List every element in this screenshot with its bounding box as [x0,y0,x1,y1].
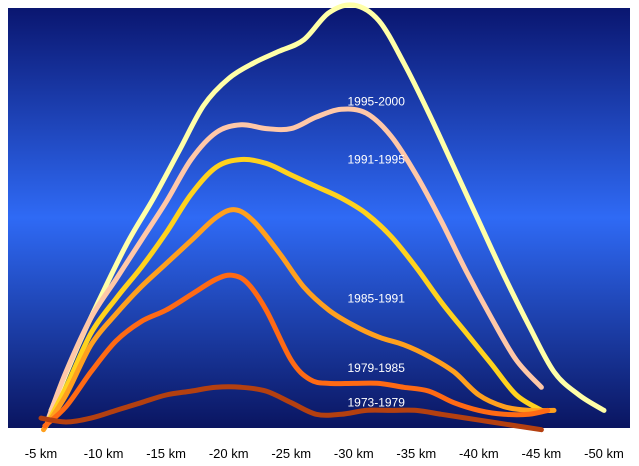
series-line-1979-1985 [42,272,551,429]
x-tick-label: -25 km [271,446,311,461]
series-label-layer: 2000-20031995-20001991-19951985-19911979… [348,95,406,410]
x-tick-label: -40 km [459,446,499,461]
x-tick-label: -5 km [25,446,58,461]
x-tick-label: -20 km [209,446,249,461]
series-layer [38,2,607,433]
series-label-1979-1985: 1979-1985 [348,361,406,375]
series-line-1991-1995 [43,156,544,429]
series-line-1985-1991 [41,207,557,433]
x-tick-label: -10 km [84,446,124,461]
x-tick-label: -45 km [522,446,562,461]
series-label-1973-1979: 1973-1979 [348,396,406,410]
series-label-1985-1991: 1985-1991 [348,291,406,305]
series-line-2000-2003 [48,2,607,413]
x-tick-label: -35 km [396,446,436,461]
x-tick-label: -30 km [334,446,374,461]
x-tick-label: -15 km [146,446,186,461]
series-label-1995-2000: 1995-2000 [348,95,406,109]
plot-background [8,8,630,428]
series-line-1995-2000 [46,106,544,421]
series-line-1973-1979 [38,384,544,433]
x-tick-label: -50 km [584,446,624,461]
x-axis-ticks: -5 km -10 km -15 km -20 km -25 km -30 km -35 k… [25,446,624,461]
series-label-1991-1995: 1991-1995 [348,152,406,166]
